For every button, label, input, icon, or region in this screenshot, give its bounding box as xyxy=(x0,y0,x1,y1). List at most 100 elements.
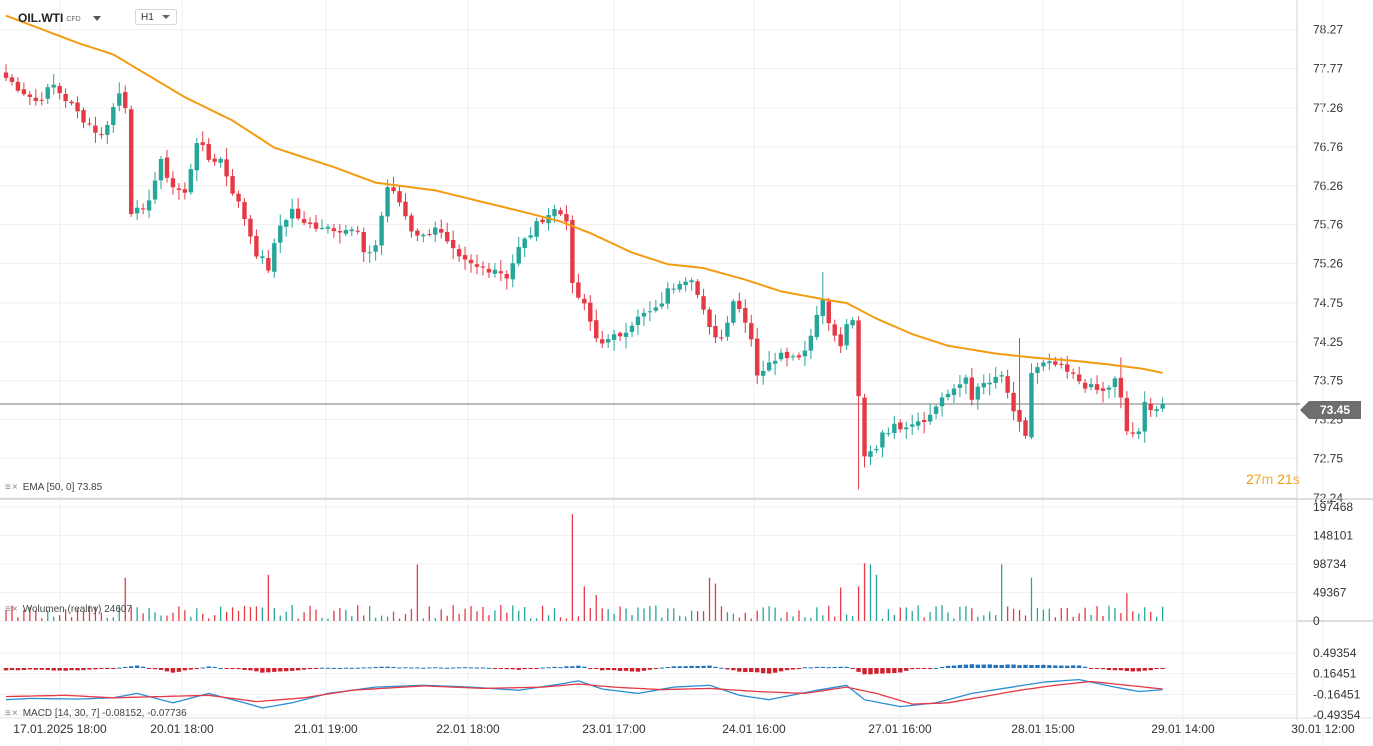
macd-histogram-bar xyxy=(957,664,963,668)
ema-line xyxy=(5,14,1163,374)
macd-histogram-bar xyxy=(743,668,748,673)
macd-histogram-bar xyxy=(778,668,784,672)
macd-histogram-bar xyxy=(850,668,855,669)
macd-histogram-bar xyxy=(933,667,939,669)
candle-body xyxy=(516,246,521,264)
candle-body xyxy=(969,377,975,400)
candle-body xyxy=(695,281,700,295)
macd-histogram-bar xyxy=(796,668,802,669)
volume-indicator-label[interactable]: ≡× Wolumen (realny) 24607 xyxy=(5,604,132,615)
macd-histogram-bar xyxy=(921,668,927,669)
macd-histogram-bar xyxy=(826,667,831,669)
candle-body xyxy=(134,207,140,214)
countdown-minutes: 27 xyxy=(1246,471,1262,487)
candle-body xyxy=(260,256,265,259)
macd-histogram-bar xyxy=(343,667,349,669)
macd-histogram-bar xyxy=(820,666,825,668)
indicator-settings-icon[interactable]: ≡× xyxy=(5,708,19,719)
candle-body xyxy=(450,239,456,249)
macd-histogram-bar xyxy=(707,665,712,668)
macd-histogram-bar xyxy=(1011,664,1016,668)
macd-histogram-bar xyxy=(284,668,289,672)
volume-layer xyxy=(5,514,1164,621)
price-tick-label: 76.26 xyxy=(1313,179,1343,193)
symbol-selector[interactable]: OIL.WTI CFD xyxy=(18,8,101,28)
candle-body xyxy=(278,225,283,243)
candle-body xyxy=(1106,387,1112,390)
macd-histogram-bar xyxy=(51,668,56,671)
candle-body xyxy=(468,259,474,264)
ema-indicator-label[interactable]: ≡× EMA [50, 0] 73.85 xyxy=(5,482,102,493)
candle-body xyxy=(701,296,706,310)
price-tick-label: 72.24 xyxy=(1313,491,1343,505)
macd-histogram-bar xyxy=(772,668,778,673)
candle-body xyxy=(313,222,319,229)
volume-tick-label: 148101 xyxy=(1313,529,1353,543)
candle-body xyxy=(415,230,420,236)
macd-histogram-bar xyxy=(313,668,319,669)
symbol-type: CFD xyxy=(66,16,81,23)
macd-histogram-bar xyxy=(600,668,605,671)
macd-histogram-bar xyxy=(1035,664,1040,668)
candle-body xyxy=(224,159,229,177)
candle-body xyxy=(641,312,647,317)
countdown-seconds: 21 xyxy=(1277,471,1293,487)
macd-histogram-bar xyxy=(969,664,975,668)
candle-body xyxy=(462,255,468,260)
candle-body xyxy=(444,231,450,242)
macd-histogram-bar xyxy=(653,668,659,669)
candle-body xyxy=(1094,384,1100,390)
macd-histogram-bar xyxy=(272,668,277,672)
candle-body xyxy=(1160,404,1165,409)
countdown-seconds-unit: s xyxy=(1292,471,1300,487)
candle-body xyxy=(713,325,718,338)
timeframe-selector[interactable]: H1 xyxy=(135,9,177,25)
candle-body xyxy=(289,208,295,219)
dropdown-caret-icon[interactable] xyxy=(92,15,101,21)
indicator-settings-icon[interactable]: ≡× xyxy=(5,482,19,493)
candle-body xyxy=(892,423,897,433)
macd-histogram-bar xyxy=(129,666,134,668)
macd-histogram-bar xyxy=(1005,664,1010,668)
candle-body xyxy=(27,94,33,97)
candle-body xyxy=(87,123,92,125)
current-price-label: 73.45 xyxy=(1319,403,1351,417)
candle-body xyxy=(510,263,515,280)
price-tick-label: 75.76 xyxy=(1313,218,1343,232)
macd-histogram-bar xyxy=(534,668,539,669)
price-tick-label: 77.77 xyxy=(1313,61,1343,75)
candle-body xyxy=(498,271,504,274)
candle-body xyxy=(671,288,676,290)
macd-histogram-bar xyxy=(450,667,456,669)
macd-histogram-bar xyxy=(1076,665,1082,668)
macd-histogram-bar xyxy=(1148,668,1153,671)
volume-tick-label: 49367 xyxy=(1313,586,1347,600)
macd-histogram-bar xyxy=(498,668,504,669)
candle-body xyxy=(939,397,945,407)
macd-histogram-bar xyxy=(784,668,790,671)
candle-body xyxy=(927,414,933,422)
candle-body xyxy=(176,188,182,190)
candle-body xyxy=(921,420,927,422)
macd-histogram-bar xyxy=(403,667,408,669)
macd-histogram-bar xyxy=(188,668,194,670)
macd-histogram-bar xyxy=(117,667,122,669)
macd-histogram-bar xyxy=(3,668,9,671)
volume-label-text: Wolumen (realny) 24607 xyxy=(22,604,133,615)
candle-body xyxy=(99,134,104,136)
macd-indicator-label[interactable]: ≡× MACD [14, 30, 7] -0.08152, -0.07736 xyxy=(5,708,187,719)
price-tick-label: 74.75 xyxy=(1313,296,1343,310)
candle-body xyxy=(9,77,15,82)
candle-body xyxy=(164,157,170,178)
candle-body xyxy=(814,314,820,338)
candle-body xyxy=(242,202,247,219)
price-tick-label: 78.27 xyxy=(1313,23,1343,37)
macd-histogram-bar xyxy=(808,667,814,669)
candle-body xyxy=(194,142,199,171)
candle-body xyxy=(152,180,158,200)
macd-histogram-bar xyxy=(677,666,682,668)
indicator-settings-icon[interactable]: ≡× xyxy=(5,604,19,615)
macd-histogram-bar xyxy=(81,668,86,671)
macd-histogram-bar xyxy=(1124,668,1130,672)
